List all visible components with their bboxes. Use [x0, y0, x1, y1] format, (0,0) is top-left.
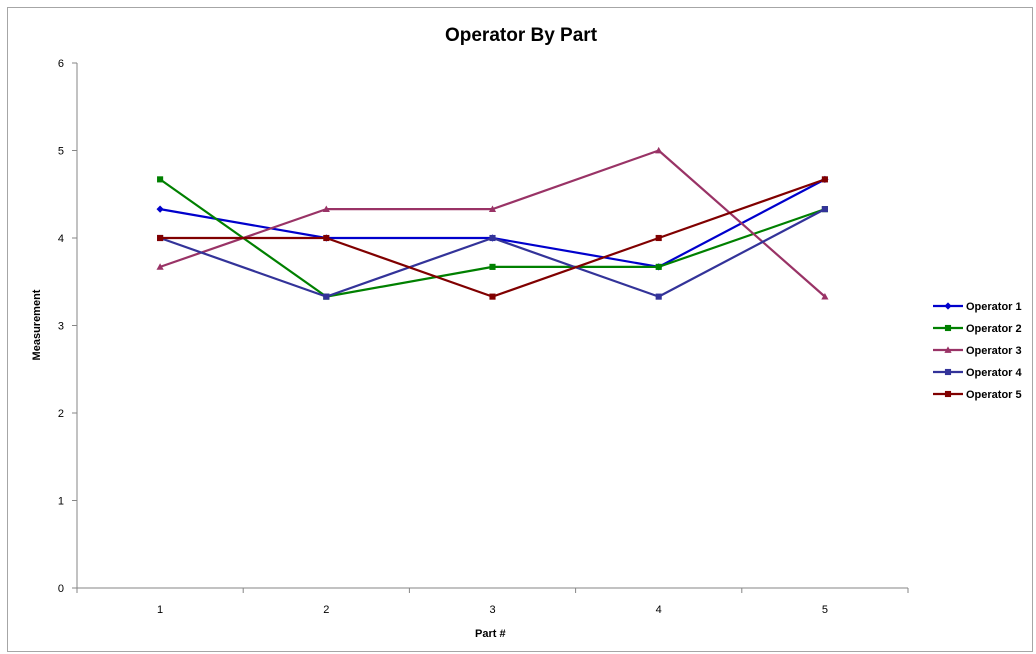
legend-marker [944, 368, 952, 376]
data-point [489, 293, 496, 300]
y-tick-label: 1 [58, 496, 64, 508]
legend-label: Operator 3 [966, 345, 1022, 357]
x-tick-label: 1 [157, 604, 163, 616]
y-tick-label: 4 [58, 233, 64, 245]
x-tick-label: 2 [323, 604, 329, 616]
x-tick-label: 4 [656, 604, 662, 616]
legend-entry: Operator 2 [933, 323, 1022, 335]
x-axis-title: Part # [475, 628, 506, 640]
data-point [157, 234, 164, 242]
y-axis-title: Measurement [31, 289, 43, 360]
legend-label: Operator 2 [966, 323, 1022, 335]
data-point [655, 263, 662, 270]
data-point [655, 293, 662, 300]
series-line [159, 178, 826, 268]
legend-label: Operator 5 [966, 389, 1022, 401]
axes: 0 1 2 3 4 5 6 1 2 3 4 5 [58, 58, 909, 616]
series-line [159, 149, 826, 298]
chart-title: Operator By Part [445, 25, 598, 46]
data-point [655, 234, 662, 242]
legend-entry: Operator 5 [933, 389, 1022, 401]
y-tick-label: 6 [58, 58, 64, 70]
series-4 [157, 206, 828, 300]
legend-marker [944, 324, 952, 332]
y-tick-label: 2 [58, 408, 64, 420]
data-point [156, 205, 164, 213]
data-point [323, 293, 330, 300]
legend-entry: Operator 3 [933, 345, 1022, 357]
series-3 [156, 146, 829, 300]
data-point [821, 176, 828, 183]
legend-entry: Operator 4 [933, 367, 1023, 379]
data-point [821, 206, 828, 213]
data-point [322, 205, 330, 213]
chart-area [7, 7, 1033, 652]
legend-marker [944, 346, 952, 353]
data-point [156, 263, 164, 270]
legend-marker [944, 302, 952, 310]
y-tick-label: 5 [58, 146, 64, 158]
data-point [157, 176, 164, 183]
data-point [821, 293, 829, 300]
x-tick-label: 5 [822, 604, 828, 616]
data-point [489, 263, 496, 270]
data-point [488, 205, 497, 213]
series-5 [157, 176, 828, 300]
data-point [323, 234, 330, 242]
x-tick-label: 3 [489, 604, 495, 616]
y-tick-label: 0 [58, 583, 64, 595]
legend-marker [944, 390, 952, 398]
data-point [489, 234, 496, 242]
series-line [159, 208, 826, 298]
legend-label: Operator 1 [966, 301, 1022, 313]
data-point [655, 146, 663, 154]
legend-label: Operator 4 [966, 367, 1023, 379]
series-lines [156, 146, 829, 300]
legend-entry: Operator 1 [933, 301, 1022, 313]
legend: Operator 1 Operator 2 Operator 3 Operator 4… [933, 301, 1023, 401]
y-tick-label: 3 [58, 321, 64, 333]
series-1 [156, 175, 829, 271]
